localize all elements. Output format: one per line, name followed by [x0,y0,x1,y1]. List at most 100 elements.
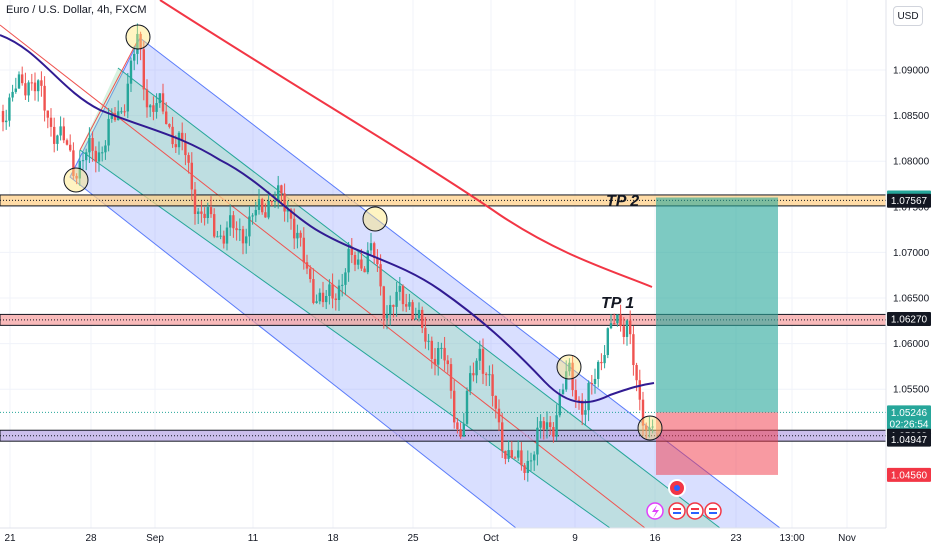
candle-body [8,97,11,121]
x-tick-label: 9 [572,533,578,544]
price-label: 1.04560 [891,470,928,481]
currency-button[interactable]: USD [893,6,923,26]
candle-body [62,126,65,141]
channel-median [0,24,646,529]
candle-body [347,248,350,273]
candle-body [203,213,206,218]
candle-body [430,340,433,359]
price-labels: 1.076021.075671.062701.0524602:26:541.05… [887,190,931,482]
candle-body [449,364,453,391]
candle-body [152,105,155,112]
price-label: 1.05246 [891,408,928,419]
candle-body [264,212,267,218]
x-tick-label: 18 [327,533,339,544]
candle-body [398,285,401,292]
candle-body [81,160,85,162]
candle-body [261,199,264,213]
price-label: 1.04947 [891,435,928,446]
candle-body [334,298,337,301]
candle-body [609,323,613,329]
price-label: 02:26:54 [890,419,929,430]
candle-body [43,85,46,111]
candle-body [33,82,37,92]
candle-body [366,250,369,273]
candle-body [296,232,299,239]
candle-body [254,209,257,216]
candle-body [27,82,30,96]
candle-body [245,236,248,244]
candle-body [46,110,49,118]
candle-body [501,422,504,451]
candle-body [325,295,328,303]
us-flag-event-icon [686,502,704,520]
candle-body [270,200,273,203]
candle-body [331,284,334,299]
y-tick-label: 1.08500 [893,111,930,122]
highlight-circles [63,24,663,441]
candle-body [491,374,494,396]
candle-body [392,304,395,307]
price-label-bg [887,405,931,420]
y-tick-label: 1.07500 [893,202,930,213]
candle-body [475,360,478,376]
candle-body [344,272,347,285]
candle-body [558,394,561,416]
candle-body [587,383,590,411]
us-flag-event-icon [704,502,722,520]
candle-body [321,292,325,303]
flag-stripe-icon [673,508,681,510]
candle-body [376,257,379,265]
candle-body [590,383,593,385]
candle-body [126,83,129,112]
candle-body [414,318,417,320]
candle-body [289,209,293,219]
candle-body [648,427,651,430]
price-label-bg [887,432,931,447]
candle-body [158,93,161,104]
candle-body [206,207,209,218]
candle-body [629,320,632,335]
candle-body [641,399,645,426]
price-axis[interactable]: 1.09000 1.08500 1.08000 1.07500 1.07000 1.065… [893,66,930,396]
candle-body [123,111,126,113]
candle-body [187,155,190,163]
candle-body [357,259,360,265]
price-label-bg [887,193,931,208]
candle-body [545,422,549,430]
candle-body [469,373,472,391]
long-position-tool[interactable] [656,197,778,475]
candle-body [565,371,568,390]
candle-body [520,450,523,466]
candle-body [542,421,545,430]
event-icons[interactable] [646,479,722,520]
highlight-circle [362,206,388,232]
candle-body [69,144,72,151]
time-axis[interactable]: 21 28 Sep 11 18 25 Oct 9 16 23 13:00 Nov [4,533,855,544]
candle-body [200,211,203,214]
candle-body [369,243,373,251]
candle-body [251,215,254,217]
candle-body [232,215,235,229]
candle-body [94,150,97,162]
candle-body [581,400,584,415]
price-label-bg [887,467,931,482]
y-tick-label: 1.05500 [893,385,930,396]
candle-body [277,185,280,201]
earnings-event-dot-icon [674,485,680,491]
candle-body [133,53,136,61]
candle-body [120,111,123,113]
profit-zone [656,197,778,413]
candle-body [536,427,539,455]
flag-stripe-icon [691,508,699,510]
candle-body [606,328,609,356]
candle-body [1,111,5,123]
candle-body [59,126,62,136]
x-tick-label: 21 [4,533,16,544]
candle-body [453,390,456,423]
candle-body [472,373,475,376]
candle-body [478,348,481,361]
candle-body [405,304,408,307]
x-tick-label: 23 [730,533,742,544]
candle-body [14,88,17,92]
